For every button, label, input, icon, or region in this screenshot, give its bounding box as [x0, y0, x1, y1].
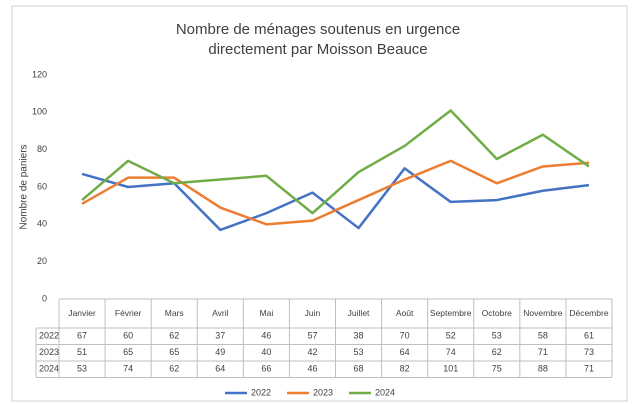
table-cell: 62: [492, 347, 502, 357]
table-cell: 52: [446, 331, 456, 341]
table-cell: 64: [400, 347, 410, 357]
y-tick-label: 80: [37, 144, 47, 154]
x-tick-label: Janvier: [68, 308, 96, 318]
table-cell: 66: [261, 364, 271, 374]
x-tick-label: Septembre: [430, 308, 472, 318]
legend-label: 2024: [375, 387, 395, 397]
x-tick-label: Février: [115, 308, 142, 318]
table-cell: 58: [538, 331, 548, 341]
table-cell: 65: [169, 347, 179, 357]
table-cell: 46: [261, 331, 271, 341]
table-cell: 88: [538, 364, 548, 374]
table-cell: 46: [307, 364, 317, 374]
table-cell: 68: [354, 364, 364, 374]
x-tick-label: Mai: [260, 308, 274, 318]
series-line: [81, 159, 590, 226]
x-tick-label: Juin: [305, 308, 321, 318]
table-cell: 101: [443, 364, 458, 374]
y-tick-label: 0: [42, 293, 47, 303]
table-cell: 74: [446, 347, 456, 357]
x-tick-label: Avril: [212, 308, 228, 318]
y-tick-label: 60: [37, 181, 47, 191]
table-cell: 70: [400, 331, 410, 341]
series-line: [81, 109, 590, 215]
table-cell: 74: [123, 364, 133, 374]
x-tick-label: Novembre: [523, 308, 562, 318]
x-tick-label: Octobre: [482, 308, 513, 318]
table-cell: 37: [215, 331, 225, 341]
table-cell: 67: [77, 331, 87, 341]
table-cell: 71: [584, 364, 594, 374]
y-axis-title: Nombre de paniers: [19, 144, 30, 229]
table-cell: 40: [261, 347, 271, 357]
table-cell: 38: [354, 331, 364, 341]
table-cell: 53: [77, 364, 87, 374]
table-cell: 65: [123, 347, 133, 357]
table-cell: 60: [123, 331, 133, 341]
table-cell: 62: [169, 331, 179, 341]
table-cell: 75: [492, 364, 502, 374]
table-cell: 42: [307, 347, 317, 357]
x-tick-label: Mars: [165, 308, 184, 318]
y-tick-label: 100: [32, 107, 47, 117]
table-cell: 49: [215, 347, 225, 357]
y-tick-label: 20: [37, 256, 47, 266]
y-tick-label: 40: [37, 219, 47, 229]
table-cell: 51: [77, 347, 87, 357]
table-cell: 62: [169, 364, 179, 374]
table-cell: 53: [492, 331, 502, 341]
y-tick-label: 120: [32, 69, 47, 79]
table-row-label: 2022: [39, 331, 59, 341]
legend-label: 2022: [251, 387, 271, 397]
table-cell: 82: [400, 364, 410, 374]
chart-title: directement par Moisson Beauce: [208, 41, 427, 58]
legend-label: 2023: [313, 387, 333, 397]
table-cell: 53: [354, 347, 364, 357]
x-tick-label: Août: [396, 308, 414, 318]
table-cell: 61: [584, 331, 594, 341]
table-row-label: 2024: [39, 364, 59, 374]
x-tick-label: Juillet: [348, 308, 370, 318]
chart-border: [11, 5, 628, 402]
table-cell: 64: [215, 364, 225, 374]
table-cell: 71: [538, 347, 548, 357]
chart-title: Nombre de ménages soutenus en urgence: [176, 21, 460, 38]
table-cell: 73: [584, 347, 594, 357]
table-row-label: 2023: [39, 347, 59, 357]
x-tick-label: Décembre: [569, 308, 608, 318]
table-cell: 57: [307, 331, 317, 341]
